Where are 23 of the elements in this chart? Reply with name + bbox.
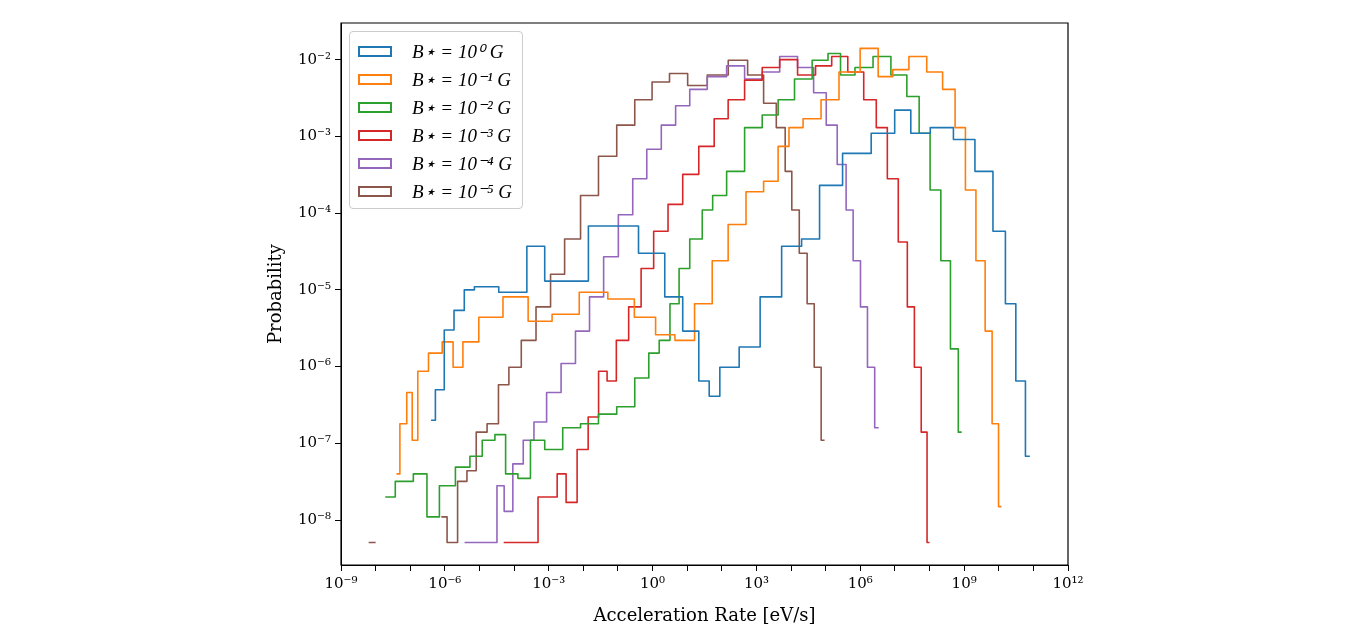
x-tick-label: 10⁻⁹ bbox=[324, 573, 358, 592]
x-tick-label: 10⁻³ bbox=[532, 573, 566, 592]
legend-label: B⋆ = 10⁰ G bbox=[412, 39, 504, 63]
y-tick-label: 10⁻² bbox=[297, 49, 331, 68]
y-tick-label: 10⁻³ bbox=[297, 126, 331, 145]
x-tick-label: 10⁶ bbox=[847, 573, 873, 592]
legend-label: B⋆ = 10⁻⁴ G bbox=[412, 151, 513, 175]
x-axis-title: Acceleration Rate [eV/s] bbox=[592, 603, 816, 625]
y-tick-label: 10⁻⁷ bbox=[297, 433, 331, 452]
x-tick-label: 10¹² bbox=[1052, 573, 1084, 592]
x-tick-label: 10⁻⁶ bbox=[428, 573, 462, 592]
y-tick-label: 10⁻⁵ bbox=[297, 279, 331, 298]
y-axis-title: Probability bbox=[264, 243, 286, 345]
x-tick-label: 10⁰ bbox=[640, 573, 666, 592]
legend-label: B⋆ = 10⁻¹ G bbox=[412, 67, 512, 91]
y-tick-label: 10⁻⁴ bbox=[297, 203, 331, 221]
y-tick-label: 10⁻⁸ bbox=[297, 509, 331, 528]
x-tick-label: 10⁹ bbox=[951, 573, 977, 592]
legend-label: B⋆ = 10⁻⁵ G bbox=[412, 179, 513, 203]
legend-label: B⋆ = 10⁻³ G bbox=[412, 123, 512, 147]
legend-label: B⋆ = 10⁻² G bbox=[412, 95, 512, 119]
x-tick-label: 10³ bbox=[743, 573, 769, 592]
y-tick-label: 10⁻⁶ bbox=[297, 356, 331, 375]
